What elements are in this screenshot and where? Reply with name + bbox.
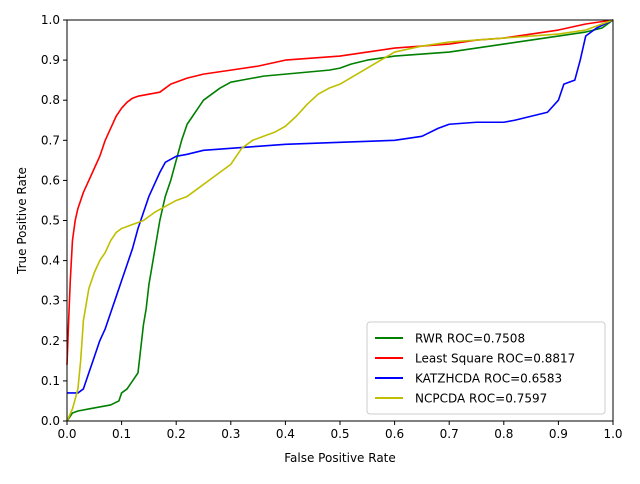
- x-tick-label: 0.6: [385, 427, 404, 441]
- x-tick-label: 0.1: [112, 427, 131, 441]
- y-tick-label: 0.5: [41, 214, 60, 228]
- y-tick-label: 0.1: [41, 374, 60, 388]
- x-tick-label: 0.2: [167, 427, 186, 441]
- legend-label: Least Square ROC=0.8817: [415, 352, 575, 366]
- series-line-2: [66, 19, 614, 365]
- x-tick-label: 1.0: [603, 427, 622, 441]
- y-tick-label: 0.7: [41, 133, 60, 147]
- x-tick-label: 0.9: [549, 427, 568, 441]
- series-line-3: [67, 19, 614, 394]
- legend: RWR ROC=0.7508 Least Square ROC=0.8817 KAT…: [366, 321, 606, 415]
- y-tick-label: 0.6: [41, 173, 60, 187]
- y-tick-label: 0.2: [41, 334, 60, 348]
- x-tick-label: 0.5: [330, 427, 349, 441]
- x-axis-ticks: 0.0 0.1 0.2 0.3 0.4 0.5 0.6 0.7 0.8 0.9 1.0: [57, 421, 623, 441]
- y-tick-label: 0.0: [41, 414, 60, 428]
- y-tick-label: 0.4: [41, 254, 60, 268]
- x-tick-label: 0.4: [276, 427, 295, 441]
- series-line-4: [66, 19, 614, 422]
- y-axis-label: True Positive Rate: [15, 167, 29, 275]
- y-tick-label: 0.8: [41, 93, 60, 107]
- series-line-1: [66, 19, 614, 422]
- legend-label: KATZHCDA ROC=0.6583: [415, 372, 562, 386]
- y-tick-label: 0.3: [41, 294, 60, 308]
- x-tick-label: 0.7: [440, 427, 459, 441]
- legend-box: [366, 321, 606, 415]
- x-tick-label: 0.0: [57, 427, 76, 441]
- x-tick-label: 0.8: [494, 427, 513, 441]
- y-tick-label: 0.9: [41, 53, 60, 67]
- x-tick-label: 0.3: [221, 427, 240, 441]
- legend-label: NCPCDA ROC=0.7597: [415, 392, 547, 406]
- y-tick-label: 1.0: [41, 13, 60, 27]
- x-axis-label: False Positive Rate: [284, 451, 396, 465]
- legend-label: RWR ROC=0.7508: [415, 332, 525, 346]
- series-layer: [66, 19, 614, 422]
- y-axis-ticks: 0.0 0.1 0.2 0.3 0.4 0.5 0.6 0.7 0.8 0.9 1.0: [41, 13, 67, 428]
